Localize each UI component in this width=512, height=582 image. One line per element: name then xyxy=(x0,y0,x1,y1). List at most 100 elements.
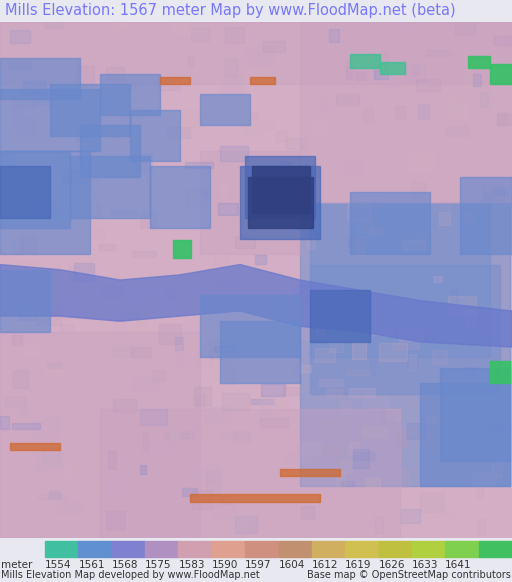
Bar xyxy=(109,283,136,296)
Bar xyxy=(468,56,490,69)
Bar xyxy=(434,40,439,45)
Bar xyxy=(254,254,266,264)
Bar xyxy=(233,431,249,442)
Bar xyxy=(185,162,213,168)
Bar xyxy=(329,337,343,352)
Bar xyxy=(62,465,72,477)
Bar xyxy=(282,192,302,202)
Bar xyxy=(407,423,425,439)
Bar xyxy=(347,370,371,375)
Bar xyxy=(440,450,466,455)
Bar xyxy=(297,322,312,339)
Bar xyxy=(320,307,326,327)
Bar xyxy=(447,102,467,119)
Bar xyxy=(321,443,338,453)
Bar xyxy=(275,36,302,49)
Bar xyxy=(279,541,312,557)
Bar xyxy=(108,476,129,496)
Bar xyxy=(45,198,56,204)
Bar xyxy=(148,443,175,451)
Bar xyxy=(0,151,70,228)
Bar xyxy=(380,315,393,324)
Bar xyxy=(63,169,87,183)
Bar xyxy=(182,111,203,128)
Bar xyxy=(234,236,255,248)
Bar xyxy=(98,275,120,285)
Bar xyxy=(349,388,375,397)
Bar xyxy=(401,469,409,488)
Bar xyxy=(37,307,61,325)
Bar xyxy=(10,80,29,93)
Bar xyxy=(346,61,368,79)
Bar xyxy=(0,89,100,151)
Bar xyxy=(312,541,345,557)
Bar xyxy=(292,286,307,304)
Bar xyxy=(329,29,338,42)
Bar xyxy=(43,449,60,464)
Bar xyxy=(370,54,387,67)
Bar xyxy=(412,541,445,557)
Bar xyxy=(32,418,59,435)
Bar xyxy=(196,350,211,367)
Bar xyxy=(167,127,190,138)
Bar xyxy=(24,81,46,94)
Bar xyxy=(370,361,375,375)
Bar xyxy=(247,47,273,66)
Bar xyxy=(374,70,388,79)
Bar xyxy=(263,41,285,52)
Bar xyxy=(18,118,35,133)
Bar xyxy=(186,190,206,205)
Bar xyxy=(145,178,152,184)
Bar xyxy=(218,282,241,287)
Bar xyxy=(0,22,512,84)
Bar xyxy=(432,350,447,364)
Bar xyxy=(47,363,61,368)
Bar xyxy=(212,541,245,557)
Bar xyxy=(122,111,134,123)
Bar xyxy=(397,234,417,240)
Bar xyxy=(363,108,373,122)
Bar xyxy=(1,416,9,430)
Bar xyxy=(214,250,228,265)
Bar xyxy=(200,296,300,357)
Bar xyxy=(17,261,40,275)
Bar xyxy=(219,496,232,504)
Bar xyxy=(380,76,396,88)
Bar xyxy=(446,97,457,115)
Bar xyxy=(399,329,422,341)
Bar xyxy=(191,467,210,480)
Bar xyxy=(230,332,257,346)
Bar xyxy=(439,201,450,210)
Bar xyxy=(220,432,236,438)
Bar xyxy=(401,509,420,523)
Bar xyxy=(200,151,300,254)
Bar xyxy=(240,166,320,239)
Bar xyxy=(420,383,510,487)
Bar xyxy=(114,317,125,332)
Bar xyxy=(68,186,76,197)
Bar xyxy=(355,236,373,242)
Bar xyxy=(178,541,212,557)
Bar xyxy=(465,367,474,375)
Bar xyxy=(265,183,273,201)
Bar xyxy=(132,251,157,257)
Bar xyxy=(297,442,321,455)
Bar xyxy=(380,62,405,73)
Bar xyxy=(245,541,279,557)
Polygon shape xyxy=(0,265,512,347)
Bar xyxy=(439,212,450,225)
Bar xyxy=(404,17,418,29)
Bar xyxy=(261,398,285,405)
Bar xyxy=(494,36,512,45)
Bar xyxy=(353,238,365,255)
Bar xyxy=(8,62,31,69)
Bar xyxy=(276,132,286,141)
Text: 1626: 1626 xyxy=(378,560,405,570)
Bar xyxy=(191,490,212,509)
Bar xyxy=(316,326,325,338)
Bar xyxy=(50,84,130,136)
Bar xyxy=(120,409,140,426)
Bar xyxy=(131,347,151,357)
Bar xyxy=(20,407,28,417)
Bar xyxy=(281,161,290,176)
